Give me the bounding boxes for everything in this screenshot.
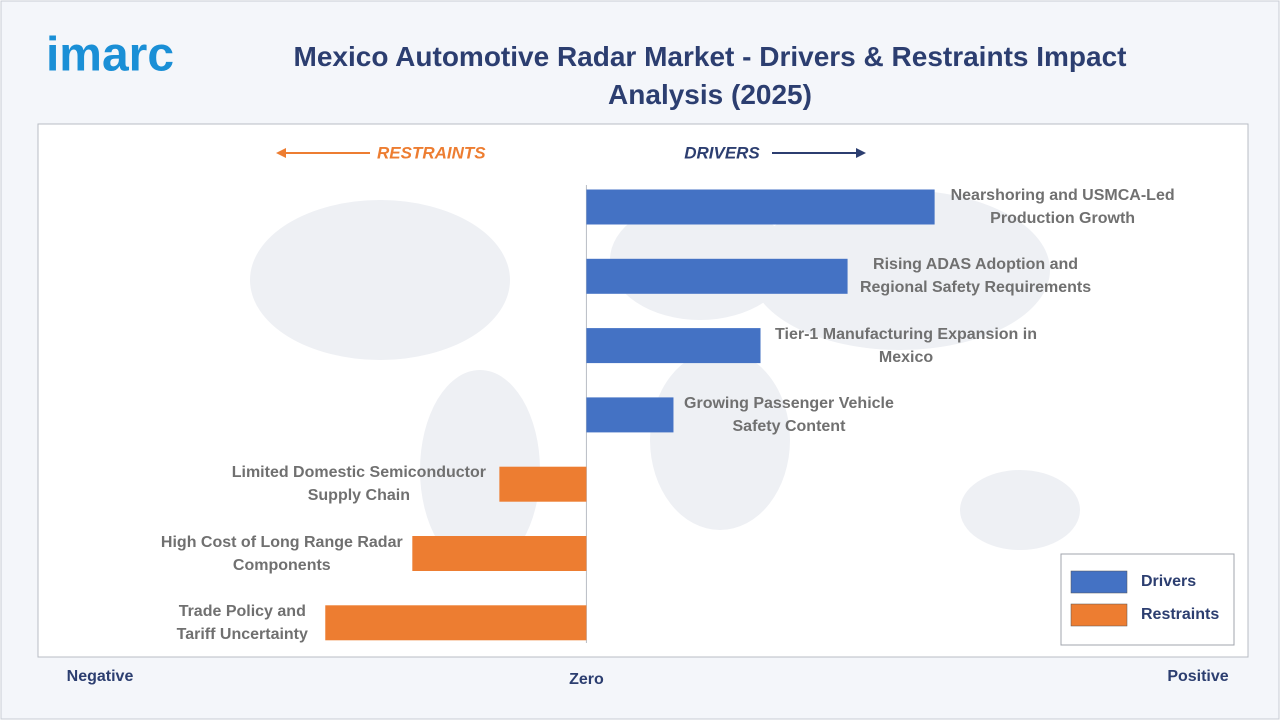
category-label: Tier-1 Manufacturing Expansion in Mexico	[775, 325, 1037, 366]
drivers-annotation: DRIVERS	[684, 143, 760, 162]
category-label: High Cost of Long Range Radar Components	[160, 533, 403, 574]
zero-label: Zero	[569, 671, 604, 688]
legend-swatch	[1070, 570, 1128, 594]
category-label: Trade Policy and Tariff Uncertainty	[176, 602, 308, 643]
bar	[499, 466, 587, 502]
restraints-annotation: RESTRAINTS	[377, 143, 486, 162]
arrows	[276, 148, 866, 158]
category-label: Rising ADAS Adoption and Regional Safety…	[859, 256, 1092, 297]
bar	[586, 258, 848, 294]
positive-label: Positive	[1167, 668, 1228, 685]
category-label: Growing Passenger Vehicle Safety Content	[684, 394, 894, 435]
bar	[586, 328, 761, 364]
bar	[586, 397, 674, 433]
logo: imarc	[46, 29, 174, 82]
legend-label: Restraints	[1141, 606, 1219, 623]
bar	[412, 536, 587, 571]
legend-label: Drivers	[1141, 573, 1196, 590]
legend-swatch	[1070, 603, 1128, 627]
negative-label: Negative	[67, 668, 134, 685]
chart-title: Mexico Automotive Radar Market - Drivers…	[293, 41, 1127, 110]
bar	[586, 189, 935, 225]
legend-box	[1060, 553, 1235, 646]
category-label: Nearshoring and USMCA-Led Production Gro…	[950, 187, 1175, 227]
bar	[325, 605, 587, 641]
category-label: Limited Domestic Semiconductor Supply Ch…	[231, 464, 486, 505]
